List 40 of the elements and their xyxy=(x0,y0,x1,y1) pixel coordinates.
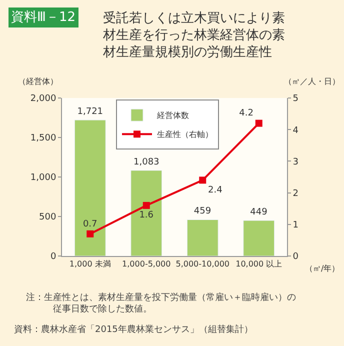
point xyxy=(255,120,262,127)
legend-label: 生産性（右軸） xyxy=(157,130,213,140)
bar xyxy=(74,120,106,256)
data-label: 0.7 xyxy=(82,219,98,230)
x-tick-label: 1,000-5,000 xyxy=(122,260,171,269)
data-label: 2.4 xyxy=(208,185,223,196)
y-tick-label: 1,000 xyxy=(30,173,56,184)
y-tick-label: 500 xyxy=(39,212,56,223)
y-tick-label: 0 xyxy=(50,252,56,262)
x-tick-label: 1,000 未満 xyxy=(69,260,111,269)
point xyxy=(86,230,94,238)
y2-tick-label: 1 xyxy=(292,220,299,231)
chart-title: 受託若しくは立木買いにより素材生産を行った林業経営体の素材生産量規模別の労働生産性 xyxy=(102,10,285,60)
text: 注：生産性とは、素材生産量を投下労働量（常雇い＋臨時雇い）の従事日数で除した数値。 xyxy=(26,292,296,315)
x-tick-label: 5,000-10,000 xyxy=(176,260,230,269)
x-tick-label: 10,000 以上 xyxy=(236,260,282,269)
y-axis-title: （経営体） xyxy=(18,77,58,86)
chart-subtitle: 資料Ⅲ－12 xyxy=(11,10,76,25)
data-label: 1.6 xyxy=(139,210,154,221)
y-tick-label: 1,500 xyxy=(30,134,56,144)
point xyxy=(142,202,150,209)
point xyxy=(199,176,206,184)
y-tick-label: 2,000 xyxy=(30,94,56,104)
bar xyxy=(130,170,162,256)
data-label: 1,083 xyxy=(133,157,160,168)
y2-tick-label: 5 xyxy=(292,94,299,104)
data-label: 4.2 xyxy=(239,108,254,119)
data-label: 449 xyxy=(250,208,268,218)
legend-label: 経営体数 xyxy=(156,111,189,120)
y2-tick-label: 4 xyxy=(292,126,299,136)
x-axis-title: （㎥/年） xyxy=(305,264,340,273)
data-label: 459 xyxy=(194,206,212,217)
bar xyxy=(243,220,275,256)
y2-tick-label: 0 xyxy=(292,252,299,262)
bar xyxy=(186,219,218,256)
data-label: 1,721 xyxy=(77,107,104,118)
y2-tick-label: 2 xyxy=(292,188,299,199)
y2-axis-title: （㎥／人・日） xyxy=(284,77,340,86)
text: 資料：農林水産省「2015年農林業センサス」（組替集計） xyxy=(14,324,253,335)
y2-tick-label: 3 xyxy=(292,157,299,168)
